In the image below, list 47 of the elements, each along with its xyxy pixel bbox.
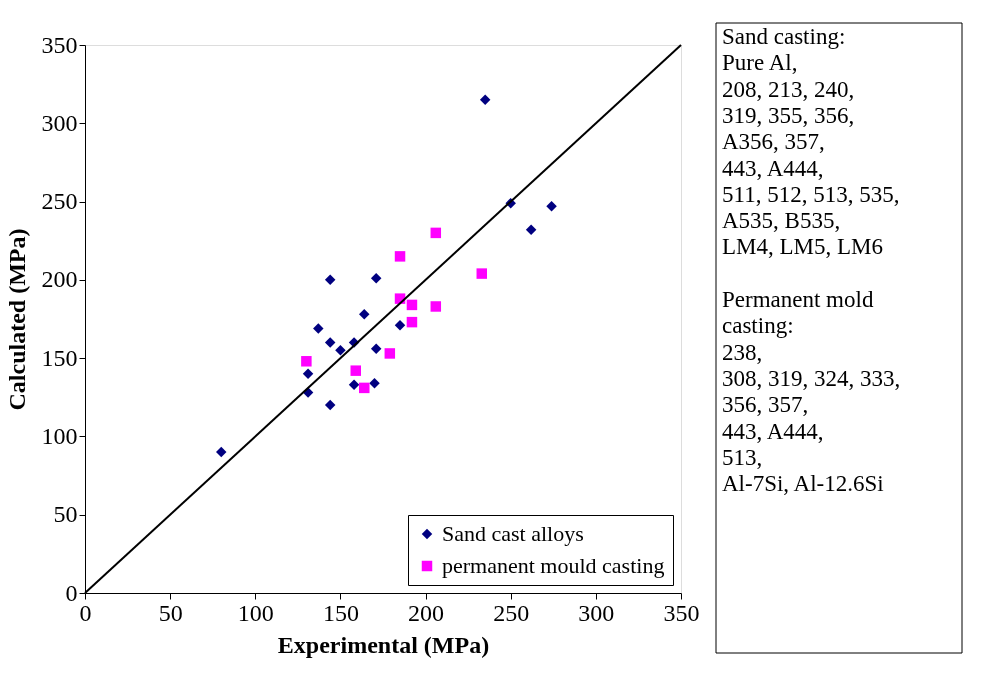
y-tick-label: 100: [41, 422, 78, 449]
point: [335, 345, 346, 356]
point: [302, 368, 314, 380]
point: [370, 273, 382, 284]
point: [348, 379, 360, 390]
y-tick-label: 250: [41, 188, 78, 215]
text: Sand casting: Pure Al, 208, 213, 240, 319, 355, 356, A356, 357, 443, A444, 511, 512, 513, 535, A535, B535, LM4, LM5, LM6: [722, 24, 900, 260]
point: [324, 399, 336, 411]
x-tick-label: 200: [408, 599, 445, 626]
y-tick-label: 350: [41, 31, 78, 58]
point: [215, 446, 227, 458]
x-tick-label: 150: [322, 599, 359, 626]
point: [479, 94, 491, 106]
x-tick-label: 50: [158, 599, 183, 626]
point: [430, 227, 442, 239]
y-tick-label: 0: [65, 579, 78, 606]
point: [406, 299, 418, 311]
point: [394, 320, 406, 331]
y-tick-label: 150: [41, 344, 78, 371]
x-axis-title: Experimental (MPa): [277, 631, 490, 658]
point: [406, 316, 418, 328]
y-tick-label: 300: [41, 109, 78, 136]
point: [324, 274, 336, 286]
y-axis-title: Calculated (MPa): [3, 228, 30, 411]
point: [370, 343, 382, 354]
point: [546, 201, 557, 212]
point: [350, 365, 361, 376]
point: [384, 348, 396, 359]
y-tick-label: 50: [53, 501, 78, 528]
point: [394, 251, 406, 262]
point: [313, 323, 324, 334]
point: [359, 309, 370, 320]
point: [324, 337, 336, 348]
x-tick-label: 300: [578, 599, 615, 626]
point: [476, 268, 488, 279]
x-tick-label: 100: [237, 599, 274, 626]
x-tick-label: 250: [493, 599, 530, 626]
point: [301, 356, 312, 367]
text: Permanent mold casting: 238, 308, 319, 324, 333, 356, 357, 443, A444, 513, Al-7Si, Al-12.6Si: [722, 287, 901, 497]
point: [525, 224, 537, 235]
x-tick-label: 350: [663, 599, 700, 626]
point: [369, 377, 380, 389]
y-tick-label: 200: [41, 266, 78, 293]
point: [359, 382, 370, 394]
point: [430, 301, 442, 312]
legend-label: permanent mould casting: [442, 553, 665, 578]
legend-label: Sand cast alloys: [442, 521, 584, 546]
